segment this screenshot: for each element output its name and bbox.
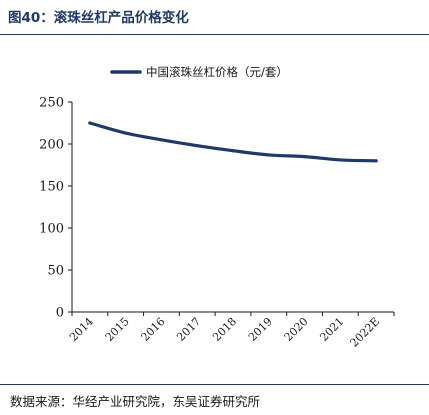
x-tick-label: 2017 — [174, 315, 203, 344]
series-line — [90, 123, 376, 161]
x-tick-label: 2019 — [246, 315, 275, 344]
y-tick-label: 200 — [39, 138, 64, 153]
y-tick-label: 100 — [39, 222, 64, 237]
series-layer — [88, 121, 377, 162]
legend: 中国滚珠丝杠价格（元/套） — [112, 65, 288, 79]
data-point — [375, 159, 378, 162]
data-point — [88, 121, 91, 124]
y-tick-label: 150 — [39, 180, 64, 195]
x-tick-label: 2015 — [103, 315, 132, 344]
x-tick-label: 2020 — [282, 315, 311, 344]
x-axis: 2014 2015 2016 2017 2018 2019 2020 2021 2022E — [67, 312, 394, 350]
source-rule — [0, 384, 429, 385]
x-ticks: 2014 2015 2016 2017 2018 2019 2020 2021 2022E — [67, 312, 394, 350]
y-axis: 0 50 100 150 200 250 — [39, 96, 72, 321]
data-point — [160, 138, 163, 141]
data-point — [339, 158, 342, 161]
x-tick-label: 2016 — [139, 315, 168, 344]
legend-label: 中国滚珠丝杠价格（元/套） — [146, 65, 288, 79]
data-point — [267, 153, 270, 156]
data-point — [303, 155, 306, 158]
data-point — [196, 144, 199, 147]
data-point — [124, 131, 127, 134]
x-tick-label: 2021 — [317, 315, 346, 344]
data-point — [231, 149, 234, 152]
y-tick-label: 0 — [56, 306, 64, 321]
y-tick-label: 50 — [47, 264, 64, 279]
y-tick-label: 250 — [39, 96, 64, 111]
x-tick-label: 2018 — [210, 315, 239, 344]
y-ticks: 0 50 100 150 200 250 — [39, 96, 72, 321]
source-note: 数据来源：华经产业研究院，东吴证券研究所 — [10, 391, 260, 410]
x-tick-label: 2022E — [348, 315, 383, 350]
x-tick-label: 2014 — [67, 315, 96, 344]
